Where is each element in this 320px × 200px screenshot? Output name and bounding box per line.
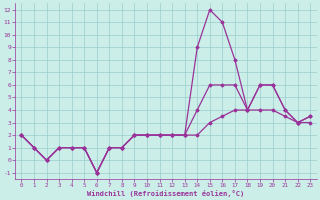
X-axis label: Windchill (Refroidissement éolien,°C): Windchill (Refroidissement éolien,°C) [87,190,244,197]
